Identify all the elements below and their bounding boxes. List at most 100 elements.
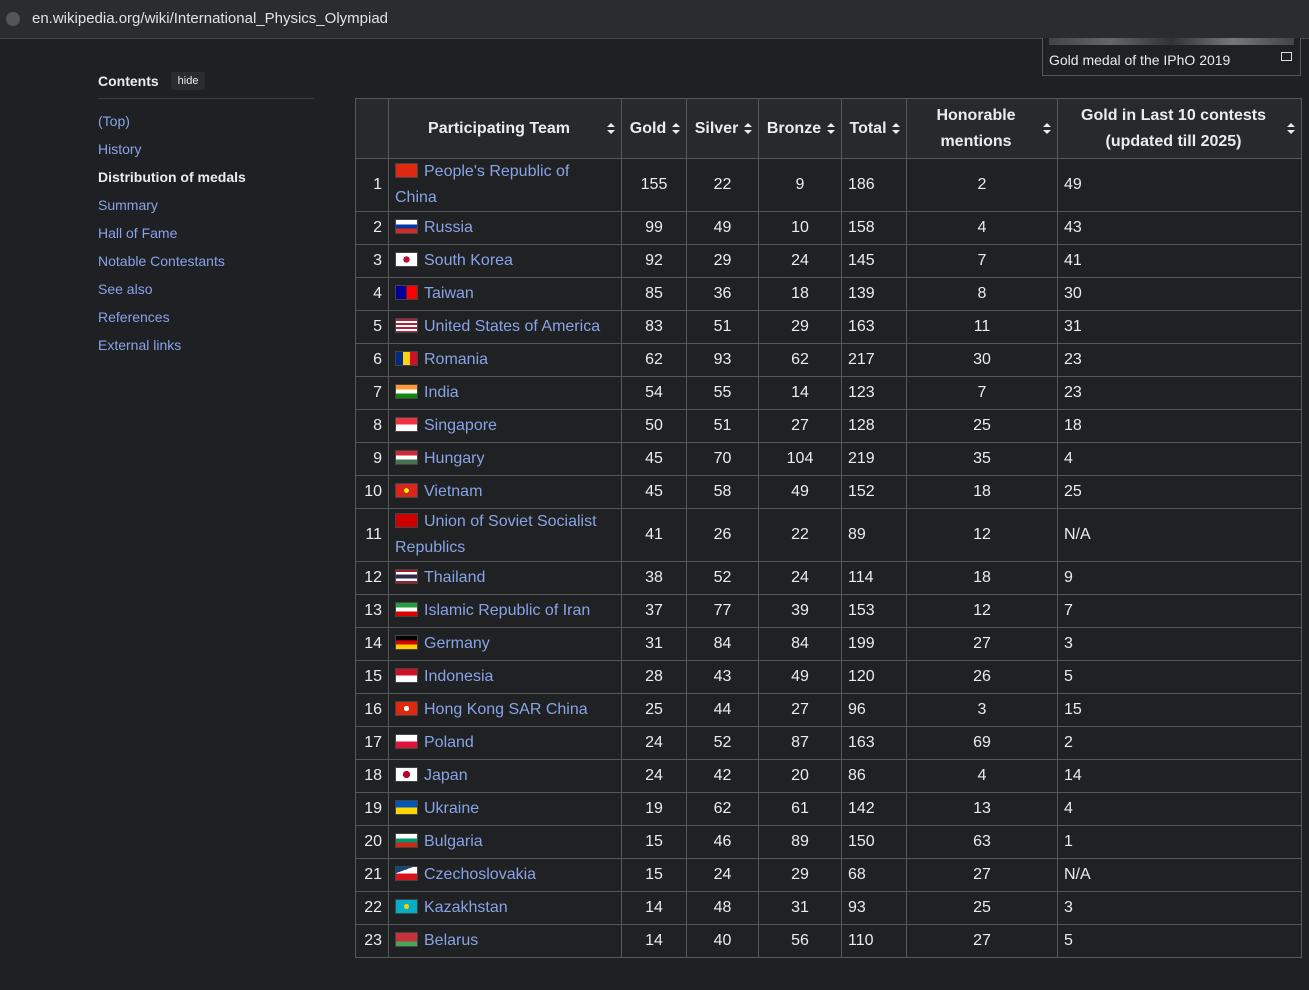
team-link[interactable]: Romania	[424, 351, 489, 368]
value-cell: 41	[621, 508, 687, 562]
team-link[interactable]: Japan	[424, 767, 468, 784]
value-cell: 10	[758, 211, 842, 245]
team-link[interactable]: Indonesia	[424, 668, 494, 685]
value-cell: 26	[686, 508, 759, 562]
team-link[interactable]: Islamic Republic of Iran	[424, 602, 591, 619]
team-link[interactable]: United States of America	[424, 318, 601, 335]
sort-icon[interactable]	[744, 123, 752, 134]
value-cell: 29	[686, 244, 759, 278]
value-cell: 7	[906, 376, 1058, 410]
toc-link[interactable]: See also	[98, 281, 153, 297]
value-cell: 14	[621, 924, 687, 958]
column-header[interactable]: Silver	[686, 98, 759, 159]
table-row: 11 Union of Soviet Socialist Republics 41 2…	[355, 508, 1302, 562]
team-link[interactable]: Hungary	[424, 450, 485, 467]
team-link[interactable]: Ukraine	[424, 800, 480, 817]
team-link[interactable]: People's Republic of China	[395, 163, 570, 206]
rank-cell: 16	[355, 693, 389, 727]
table-row: 20 Bulgaria 15 46 89 150 63 1	[355, 825, 1302, 859]
column-header[interactable]: Participating Team	[388, 98, 622, 159]
team-link[interactable]: Singapore	[424, 417, 497, 434]
column-header[interactable]: Gold in Last 10 contests (updated till 2…	[1057, 98, 1302, 159]
value-cell: 1	[1057, 825, 1302, 859]
toc-link[interactable]: History	[98, 141, 142, 157]
team-link[interactable]: Germany	[424, 635, 490, 652]
site-info-icon[interactable]	[6, 12, 20, 26]
column-header[interactable]: Total	[841, 98, 907, 159]
toc-link[interactable]: Notable Contestants	[98, 253, 225, 269]
team-link[interactable]: Thailand	[424, 569, 486, 586]
value-cell: 62	[686, 792, 759, 826]
team-link[interactable]: Russia	[424, 219, 473, 236]
value-cell: 2	[1057, 726, 1302, 760]
value-cell: N/A	[1057, 508, 1302, 562]
value-cell: 7	[906, 244, 1058, 278]
rank-cell: 11	[355, 508, 389, 562]
sort-icon[interactable]	[1287, 123, 1295, 134]
header-text: Silver	[694, 119, 739, 137]
toc-link[interactable]: References	[98, 309, 170, 325]
team-link[interactable]: Poland	[424, 734, 474, 751]
value-cell: 93	[841, 891, 907, 925]
table-body: 1 People's Republic of China 155 22 9 186 2 49 2…	[355, 158, 1302, 958]
table-row: 4 Taiwan 85 36 18 139 8 30	[355, 277, 1302, 311]
value-cell: 48	[686, 891, 759, 925]
column-header[interactable]: Honorable mentions	[906, 98, 1058, 159]
column-header	[355, 98, 389, 159]
value-cell: 51	[686, 310, 759, 344]
value-cell: 9	[758, 158, 842, 212]
value-cell: 96	[841, 693, 907, 727]
value-cell: 38	[621, 561, 687, 595]
team-link[interactable]: Kazakhstan	[424, 899, 508, 916]
team-link[interactable]: Hong Kong SAR China	[424, 701, 588, 718]
value-cell: 219	[841, 442, 907, 476]
table-row: 1 People's Republic of China 155 22 9 186 2 49	[355, 158, 1302, 212]
team-link[interactable]: Vietnam	[424, 483, 483, 500]
hide-button[interactable]: hide	[170, 72, 206, 90]
column-header[interactable]: Bronze	[758, 98, 842, 159]
team-link[interactable]: Belarus	[424, 932, 479, 949]
header-text: Participating Team	[428, 119, 570, 137]
enlarge-icon[interactable]	[1281, 52, 1292, 61]
value-cell: 77	[686, 594, 759, 628]
sort-icon[interactable]	[892, 123, 900, 134]
sort-icon[interactable]	[607, 123, 615, 134]
sort-icon[interactable]	[827, 123, 835, 134]
team-cell: Vietnam	[388, 475, 622, 509]
sort-icon[interactable]	[1043, 123, 1051, 134]
value-cell: 199	[841, 627, 907, 661]
value-cell: 30	[906, 343, 1058, 377]
value-cell: 186	[841, 158, 907, 212]
value-cell: 11	[906, 310, 1058, 344]
column-header[interactable]: Gold	[621, 98, 687, 159]
team-link[interactable]: Union of Soviet Socialist Republics	[395, 513, 597, 556]
team-link[interactable]: Bulgaria	[424, 833, 483, 850]
toc-link[interactable]: External links	[98, 337, 182, 353]
team-cell: Islamic Republic of Iran	[388, 594, 622, 628]
value-cell: 83	[621, 310, 687, 344]
value-cell: 153	[841, 594, 907, 628]
value-cell: 22	[686, 158, 759, 212]
toc-link[interactable]: (Top)	[98, 113, 130, 129]
flag-icon	[395, 569, 418, 584]
table-row: 8 Singapore 50 51 27 128 25 18	[355, 409, 1302, 443]
team-link[interactable]: Czechoslovakia	[424, 866, 537, 883]
team-link[interactable]: India	[424, 384, 459, 401]
figure-image[interactable]	[1049, 38, 1294, 45]
toc-title: Contents	[98, 73, 159, 89]
value-cell: 87	[758, 726, 842, 760]
sort-icon[interactable]	[672, 123, 680, 134]
toc-link[interactable]: Distribution of medals	[98, 169, 246, 185]
value-cell: 42	[686, 759, 759, 793]
value-cell: 52	[686, 726, 759, 760]
team-link[interactable]: Taiwan	[424, 285, 474, 302]
team-cell: Russia	[388, 211, 622, 245]
flag-icon	[395, 833, 418, 848]
toc-link[interactable]: Summary	[98, 197, 158, 213]
team-link[interactable]: South Korea	[424, 252, 513, 269]
url[interactable]: en.wikipedia.org/wiki/International_Phys…	[32, 10, 389, 27]
value-cell: 4	[1057, 442, 1302, 476]
toc-link[interactable]: Hall of Fame	[98, 225, 178, 241]
value-cell: 13	[906, 792, 1058, 826]
team-cell: United States of America	[388, 310, 622, 344]
